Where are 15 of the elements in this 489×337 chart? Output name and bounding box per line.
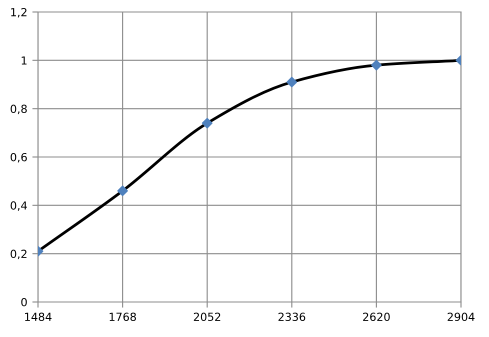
y-tick-label: 1,2 [11,8,26,18]
y-tick-label: 0 [21,298,27,306]
x-tick-label: 2336 [278,312,306,322]
y-tick-label: 0,8 [10,104,27,114]
point [286,76,298,88]
x-tick-label: 1484 [25,312,52,322]
x-tick-label: 2052 [194,312,220,322]
y-tick-label: 1 [22,56,27,65]
x-tick-label: 2620 [363,312,390,322]
y-tick-label: 0,6 [10,152,27,163]
y-tick-label: 0,4 [10,201,27,211]
y-tick-label: 0,2 [10,250,26,260]
x-tick-label: 2904 [448,312,475,322]
x-tick-label: 1768 [110,312,136,322]
point [202,118,212,128]
